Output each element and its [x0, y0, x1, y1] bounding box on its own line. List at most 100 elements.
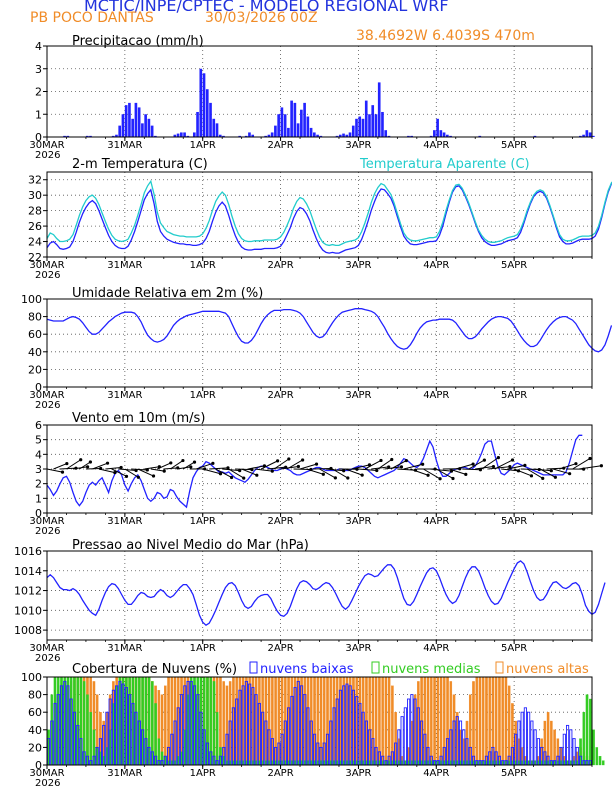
- precip-bar: [186, 135, 190, 137]
- wind-arrow-head: [375, 468, 379, 473]
- x-tick-label: 2APR: [267, 140, 293, 151]
- cloud-bar-nuvens-medias: [598, 756, 602, 766]
- precip-bar: [442, 132, 446, 137]
- wind-arrow-head: [88, 460, 92, 464]
- wind-arrow-head: [496, 456, 500, 460]
- wind-arrow: [66, 459, 81, 470]
- wind-arrow-head: [387, 465, 391, 469]
- wind-arrow: [248, 465, 265, 470]
- x-tick-label: 5APR: [501, 390, 527, 401]
- precip-bar: [128, 102, 131, 137]
- cloud-bar-nuvens-medias: [592, 729, 595, 766]
- wind-arrow-head: [192, 460, 197, 464]
- wind-arrow-head: [189, 465, 193, 469]
- precip-bar: [478, 135, 482, 137]
- precip-bar: [533, 135, 537, 137]
- wind-arrow: [423, 468, 441, 480]
- wind-arrow: [559, 463, 577, 470]
- precip-bar: [429, 135, 433, 137]
- wind-arrow: [481, 457, 499, 470]
- precip-bar: [381, 111, 384, 137]
- x-tick-label: 3APR: [345, 643, 371, 654]
- cloud-bar-nuvens-altas: [436, 676, 440, 766]
- precip-bar: [131, 118, 134, 137]
- y-tick-label: 0: [35, 381, 42, 394]
- precip-bar: [293, 102, 297, 137]
- panel-title: Cobertura de Nuvens (%): [72, 662, 237, 677]
- y-tick-label: 1: [35, 108, 42, 121]
- precip-bar: [144, 114, 147, 137]
- x-tick-label: 5APR: [501, 643, 527, 654]
- wind-arrow-head: [105, 461, 110, 465]
- wind-arrow-head: [426, 473, 430, 477]
- y-tick-label: 5: [35, 434, 42, 447]
- wind-arrow: [46, 468, 63, 473]
- wind-arrow-head: [568, 472, 572, 476]
- cloud-bar-nuvens-baixas: [569, 729, 573, 766]
- cloud-bar-nuvens-baixas: [403, 707, 407, 766]
- precip-bar: [338, 134, 342, 137]
- wind-arrow: [501, 468, 519, 472]
- precip-bar: [244, 135, 248, 137]
- precip-bar: [387, 135, 391, 137]
- cloud-bar-nuvens-altas: [164, 685, 167, 766]
- wind-arrow-head: [471, 462, 475, 466]
- wind-arrow: [111, 468, 127, 477]
- wind-arrow: [150, 468, 165, 472]
- panel-title: Vento em 10m (m/s): [72, 411, 205, 426]
- precip-bar: [218, 134, 222, 137]
- wind-arrow-head: [79, 458, 83, 462]
- wind-arrow-head: [218, 472, 223, 476]
- precip-bar: [592, 135, 595, 137]
- wind-arrow: [390, 460, 407, 470]
- precip-bar: [585, 130, 589, 137]
- wind-arrow: [539, 468, 556, 478]
- precip-bar: [196, 111, 199, 137]
- wind-arrow: [215, 468, 232, 478]
- x-tick-label: 5APR: [501, 260, 527, 271]
- wind-arrow: [196, 462, 214, 470]
- wind-arrow: [137, 468, 154, 477]
- wind-arrow-head: [60, 470, 65, 474]
- x-tick-label: 2APR: [267, 260, 293, 271]
- cloud-bar-nuvens-altas: [504, 676, 508, 766]
- wind-arrow: [429, 468, 452, 472]
- x-tick-label: 31MAR: [107, 768, 142, 779]
- precip-bar: [361, 118, 365, 137]
- panel-title: Pressao ao Nivel Medio do Mar (hPa): [72, 538, 309, 553]
- precip-bar: [199, 68, 203, 137]
- cloud-bar-nuvens-altas: [553, 729, 556, 766]
- wind-arrow-head: [529, 474, 534, 478]
- wind-arrow: [552, 468, 570, 475]
- cloud-bar-nuvens-medias: [86, 694, 89, 766]
- wind-arrow-head: [238, 469, 242, 473]
- x-year-label: 2026: [35, 270, 60, 281]
- y-tick-label: 1016: [14, 545, 42, 558]
- wind-arrow: [351, 464, 370, 470]
- x-tick-label: 30MAR: [29, 768, 64, 779]
- wind-arrow: [572, 458, 591, 470]
- precip-bar: [348, 132, 352, 137]
- cloud-bar-nuvens-medias: [595, 747, 599, 766]
- x-tick-label: 3APR: [345, 768, 371, 779]
- precip-bar: [134, 102, 138, 137]
- y-tick-label: 20: [28, 363, 42, 376]
- precip-bar: [588, 132, 592, 137]
- precip-bar: [150, 125, 154, 137]
- precip-bar: [407, 135, 410, 137]
- wind-arrow: [449, 468, 466, 475]
- y-tick-label: 80: [28, 689, 42, 702]
- y-tick-label: 1: [35, 492, 42, 505]
- wind-arrow-head: [151, 474, 156, 478]
- precip-bar: [238, 135, 242, 137]
- wind-arrow: [364, 460, 382, 470]
- x-tick-label: 2APR: [267, 643, 293, 654]
- x-tick-label: 3APR: [345, 390, 371, 401]
- y-tick-label: 24: [28, 236, 42, 249]
- cloud-bar-nuvens-medias: [585, 694, 589, 766]
- precip-bar: [309, 127, 313, 137]
- wind-arrow: [53, 463, 68, 470]
